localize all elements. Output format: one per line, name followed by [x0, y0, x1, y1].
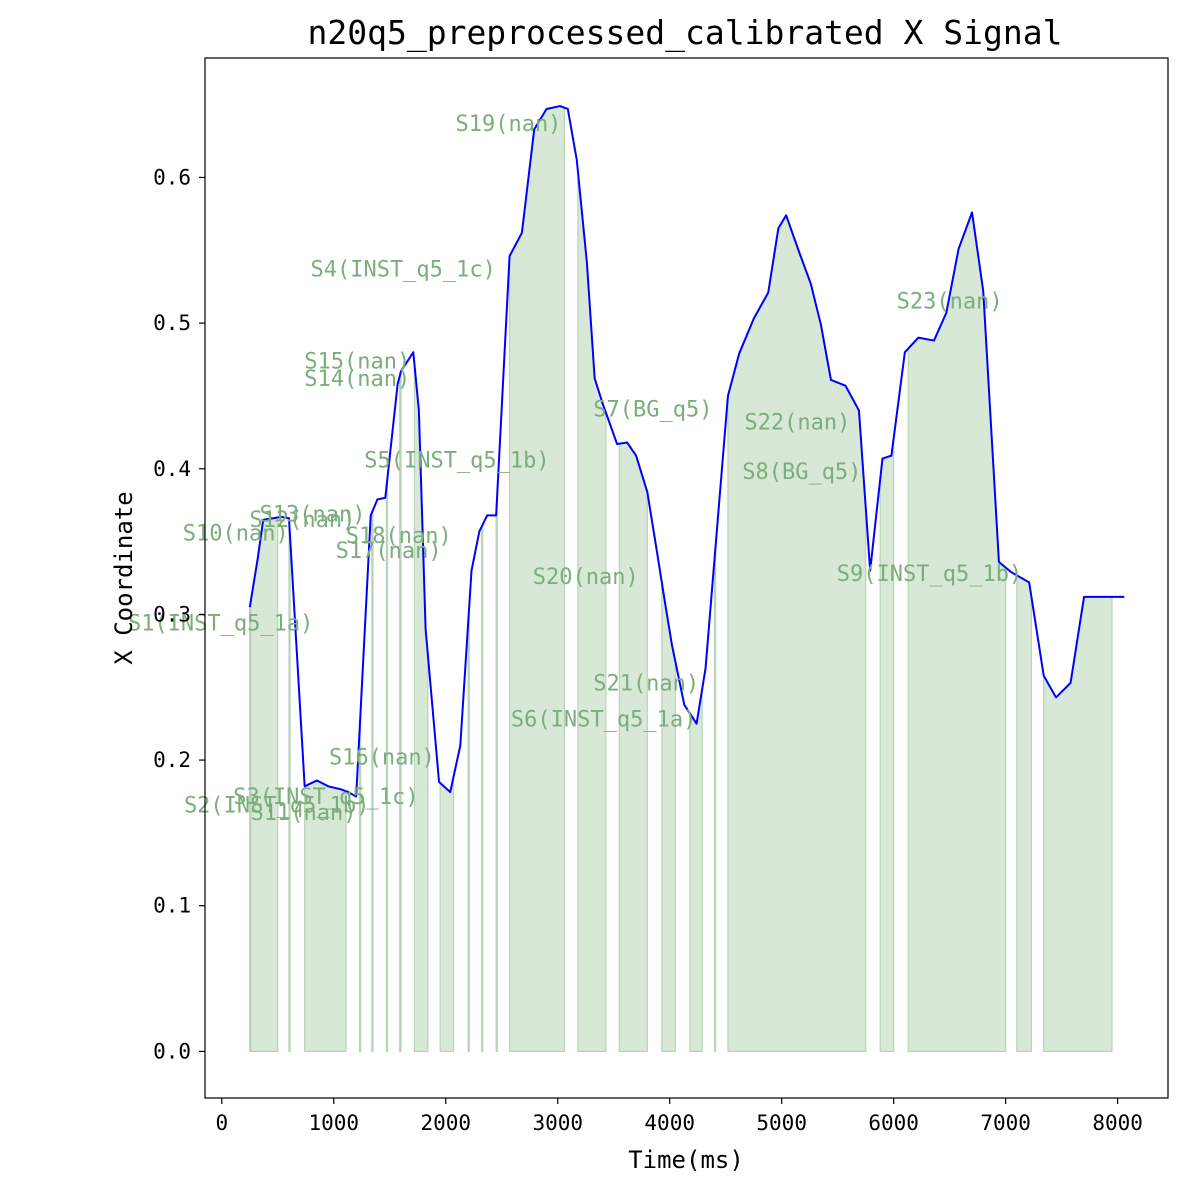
segment-label-23: S23(nan)	[897, 290, 1003, 315]
x-tick-label: 4000	[644, 1111, 695, 1135]
segment-fill-6	[689, 688, 703, 1052]
y-tick-label: 0.5	[153, 311, 191, 335]
segment-label-6: S12(nan)	[249, 508, 355, 533]
segment-label-12: S18(nan)	[346, 524, 452, 549]
segment-fill-16	[439, 776, 455, 1052]
signal-line	[248, 105, 1125, 798]
segment-fill-19	[495, 493, 498, 1052]
segment-label-4: S11(nan)	[251, 801, 357, 826]
x-axis-ticks: 0 1000 2000 3000 4000 5000 6000 7000 8000	[215, 1098, 1143, 1135]
segment-fill-17	[467, 605, 470, 1052]
segment-fills	[249, 105, 1113, 1052]
segment-fill-12	[371, 509, 374, 1052]
segment-label-14: S16(nan)	[329, 746, 435, 771]
segment-fill-8	[879, 438, 895, 1052]
segment-label-3: S3(INST_q5_1c)	[233, 785, 418, 810]
segment-label-18: S21(nan)	[593, 671, 699, 696]
segment-label-16: S20(nan)	[533, 565, 639, 590]
segment-label-11: S5(INST_q5_1b)	[364, 448, 549, 473]
x-tick-label: 3000	[532, 1111, 583, 1135]
signal-line-group	[248, 105, 1125, 798]
segment-label-1: S1(INST_q5_1a)	[128, 612, 313, 637]
segment-label-2: S2(INST_q5_1b)	[184, 794, 369, 819]
x-axis-label: Time(ms)	[628, 1146, 744, 1174]
segment-label-13: S17(nan)	[336, 539, 442, 564]
x-tick-label: 8000	[1092, 1111, 1143, 1135]
segment-label-15: S19(nan)	[455, 112, 561, 137]
segment-label-17: S6(INST_q5_1a)	[511, 708, 696, 733]
y-tick-label: 0.3	[153, 602, 191, 626]
segment-label-9: S14(nan)	[304, 367, 410, 392]
segment-label-21: S8(BG_q5)	[742, 460, 861, 485]
segment-fill-7	[618, 441, 648, 1052]
y-tick-label: 0.1	[153, 894, 191, 918]
x-tick-label: 5000	[756, 1111, 807, 1135]
y-tick-label: 0.0	[153, 1039, 191, 1063]
segment-fill-23	[1016, 574, 1032, 1052]
x-tick-label: 1000	[308, 1111, 359, 1135]
segment-label-10: S4(INST_q5_1c)	[310, 258, 495, 283]
y-tick-label: 0.6	[153, 165, 191, 189]
segment-fill-24	[713, 545, 717, 1052]
y-axis-label: X Coordinate	[110, 491, 138, 664]
segment-label-19: S7(BG_q5)	[593, 397, 712, 422]
x-tick-label: 7000	[980, 1111, 1031, 1135]
segment-label-5: S10(nan)	[183, 521, 289, 546]
x-tick-label: 0	[215, 1111, 228, 1135]
y-tick-label: 0.2	[153, 748, 191, 772]
segment-label-8: S15(nan)	[304, 349, 410, 374]
y-tick-label: 0.4	[153, 457, 191, 481]
plot-frame	[204, 57, 1169, 1099]
segment-label-20: S22(nan)	[744, 411, 850, 436]
x-tick-label: 2000	[420, 1111, 471, 1135]
x-tick-label: 6000	[868, 1111, 919, 1135]
y-axis-ticks: 0.0 0.1 0.2 0.3 0.4 0.5 0.6	[153, 165, 205, 1063]
segment-label-7: S13(nan)	[260, 502, 366, 527]
segment-labels: S1(INST_q5_1a) S2(INST_q5_1b)S3(INST_q5_1…	[128, 112, 1022, 826]
segment-label-22: S9(INST_q5_1b)	[837, 562, 1022, 587]
chart-title: n20q5_preprocessed_calibrated X Signal	[308, 13, 1063, 53]
segment-fill-18	[480, 524, 484, 1052]
